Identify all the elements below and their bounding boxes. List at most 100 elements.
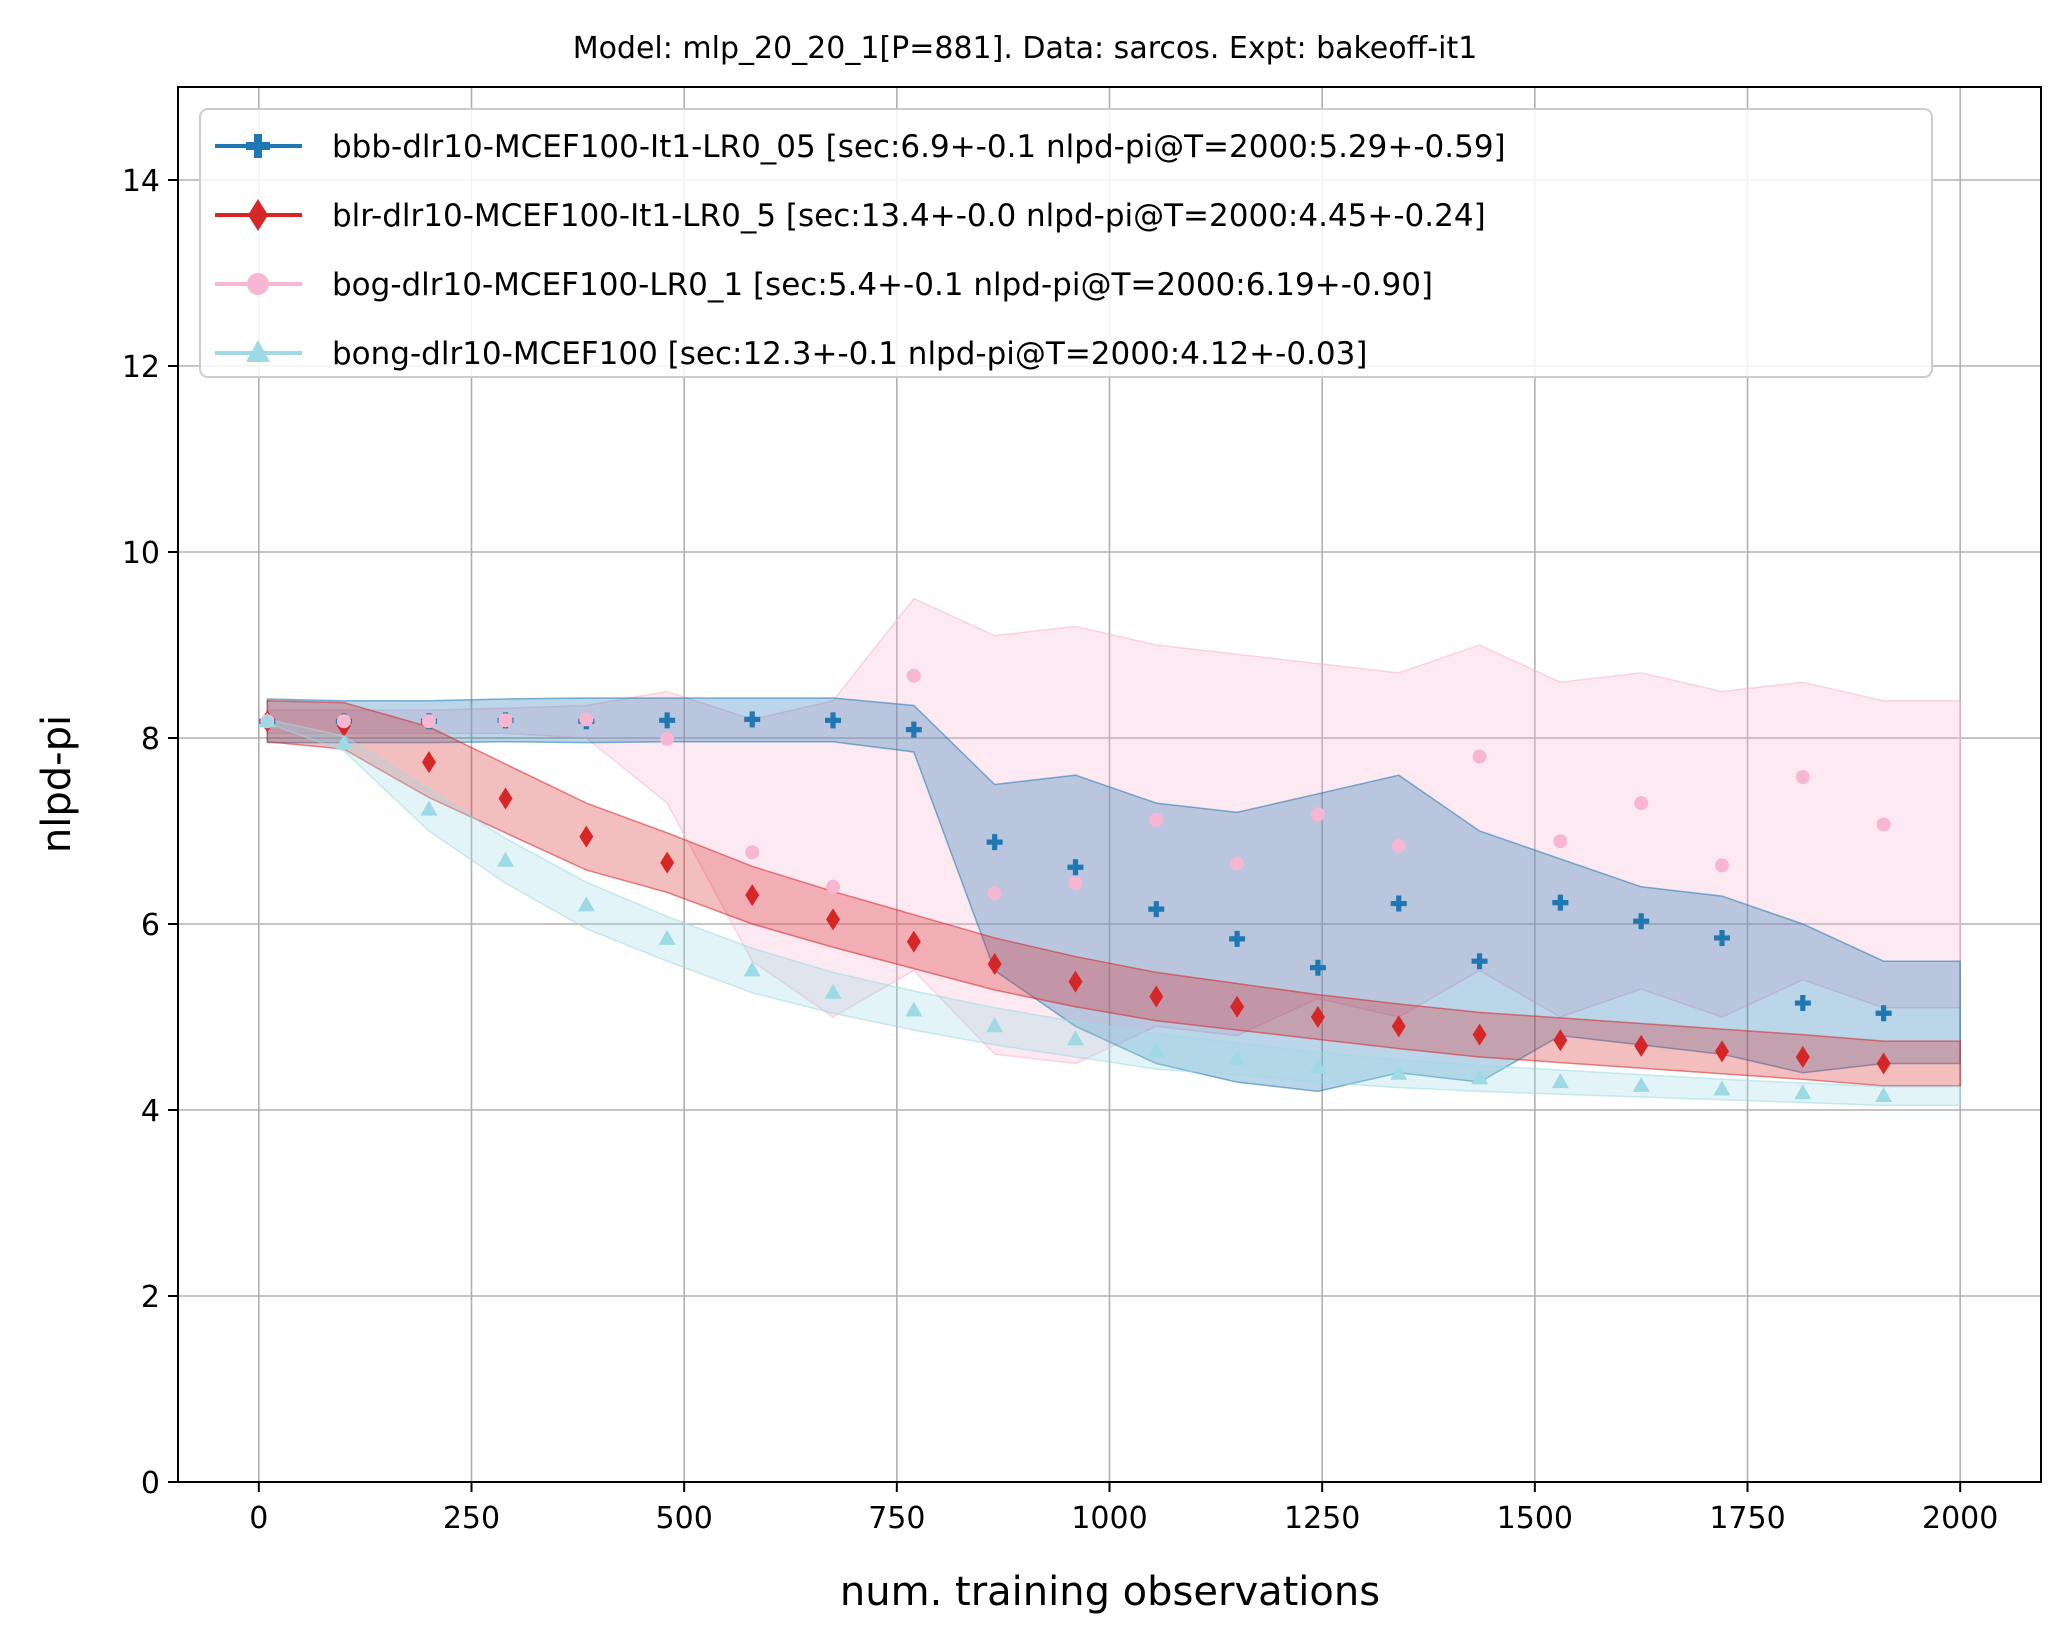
point-triangle [1632, 1076, 1650, 1092]
legend-marker [246, 340, 270, 362]
point-plus [1794, 995, 1811, 1012]
point-triangle [1551, 1073, 1569, 1089]
y-axis-label: nlpd-pi [34, 715, 80, 853]
point-triangle [1066, 1030, 1084, 1046]
y-tick-label: 12 [122, 350, 160, 385]
point-plus [1471, 953, 1488, 970]
point-plus [1713, 929, 1730, 946]
confidence-bands [266, 597, 1961, 1107]
point-circle [1795, 770, 1810, 785]
point-circle [1876, 817, 1891, 832]
point-triangle [577, 896, 595, 912]
point-triangle [1471, 1069, 1489, 1085]
point-plus [1552, 894, 1569, 911]
point-triangle [1228, 1049, 1246, 1065]
point-circle [1472, 749, 1487, 764]
legend-label: bong-dlr10-MCEF100 [sec:12.3+-0.1 nlpd-p… [332, 336, 1367, 372]
point-triangle [658, 929, 676, 945]
point-triangle [905, 1001, 923, 1017]
point-diamond [421, 751, 436, 774]
point-circle [906, 668, 921, 683]
band-diamond [266, 700, 1961, 1087]
point-diamond [1472, 1023, 1487, 1046]
point-diamond [826, 908, 841, 931]
point-triangle [1390, 1064, 1408, 1080]
point-triangle [1309, 1058, 1327, 1074]
x-tick-label: 250 [443, 1501, 500, 1536]
point-triangle [335, 734, 353, 750]
point-diamond [1714, 1040, 1729, 1063]
point-circle [745, 845, 760, 860]
point-plus [744, 711, 761, 728]
point-diamond [579, 825, 594, 848]
point-triangle [497, 851, 515, 867]
point-diamond [1310, 1006, 1325, 1028]
point-circle [987, 886, 1002, 901]
y-tick-label: 14 [122, 164, 160, 199]
y-tick-label: 10 [122, 536, 160, 571]
point-circle [1634, 796, 1649, 811]
y-tick-label: 2 [141, 1280, 160, 1315]
point-plus [825, 712, 842, 729]
point-diamond [1230, 995, 1245, 1018]
x-tick-label: 1750 [1709, 1501, 1785, 1536]
point-diamond [1634, 1034, 1649, 1057]
point-diamond [1876, 1052, 1891, 1075]
legend-label: blr-dlr10-MCEF100-It1-LR0_5 [sec:13.4+-0… [332, 198, 1486, 234]
point-circle [826, 879, 841, 894]
legend: bbb-dlr10-MCEF100-It1-LR0_05 [sec:6.9+-0… [199, 108, 1933, 378]
point-plus [1633, 913, 1650, 930]
x-tick-label: 1000 [1071, 1501, 1147, 1536]
point-circle [421, 714, 436, 729]
point-diamond [498, 787, 513, 810]
x-tick-label: 0 [249, 1501, 268, 1536]
point-diamond [987, 952, 1002, 975]
axis-ticks: 0 250 500 750 1000 1250 1500 1750 2000 0 2 4 6 8 10 12 1… [122, 164, 1999, 1536]
y-tick-label: 6 [141, 908, 160, 943]
data-points [258, 668, 1893, 1103]
point-circle [1149, 812, 1164, 827]
point-circle [1714, 858, 1729, 873]
legend-label: bbb-dlr10-MCEF100-It1-LR0_05 [sec:6.9+-0… [332, 129, 1506, 165]
x-tick-label: 1250 [1284, 1501, 1360, 1536]
y-tick-label: 4 [141, 1094, 160, 1129]
point-diamond [1553, 1029, 1568, 1052]
point-triangle [420, 800, 438, 816]
point-diamond [1149, 985, 1164, 1008]
x-tick-label: 750 [868, 1501, 925, 1536]
point-plus [1148, 901, 1165, 918]
point-plus [905, 721, 922, 738]
point-plus [986, 834, 1003, 851]
x-tick-label: 1500 [1497, 1501, 1573, 1536]
point-diamond [906, 930, 921, 953]
y-tick-label: 8 [141, 722, 160, 757]
point-circle [1391, 838, 1406, 853]
point-plus [1875, 1005, 1892, 1022]
point-circle [1553, 834, 1568, 849]
point-triangle [258, 712, 276, 728]
point-diamond [745, 884, 760, 907]
point-circle [1230, 856, 1245, 871]
y-tick-label: 0 [141, 1466, 160, 1501]
x-tick-label: 500 [656, 1501, 713, 1536]
point-diamond [1068, 970, 1083, 993]
legend-marker [248, 199, 268, 231]
point-plus [1229, 930, 1246, 947]
point-circle [498, 713, 513, 728]
point-circle [660, 731, 675, 746]
point-plus [1390, 895, 1407, 912]
point-diamond [660, 851, 675, 874]
point-plus [1309, 959, 1326, 976]
point-triangle [1713, 1080, 1731, 1096]
point-circle [579, 712, 594, 727]
point-circle [336, 714, 351, 729]
legend-marker [246, 134, 270, 158]
point-triangle [1794, 1084, 1812, 1100]
legend-label: bog-dlr10-MCEF100-LR0_1 [sec:5.4+-0.1 nl… [332, 267, 1433, 303]
chart-title: Model: mlp_20_20_1[P=881]. Data: sarcos.… [573, 31, 1478, 66]
point-triangle [986, 1017, 1004, 1033]
point-diamond [1795, 1045, 1810, 1068]
point-diamond [1391, 1015, 1406, 1038]
point-circle [1310, 807, 1325, 822]
